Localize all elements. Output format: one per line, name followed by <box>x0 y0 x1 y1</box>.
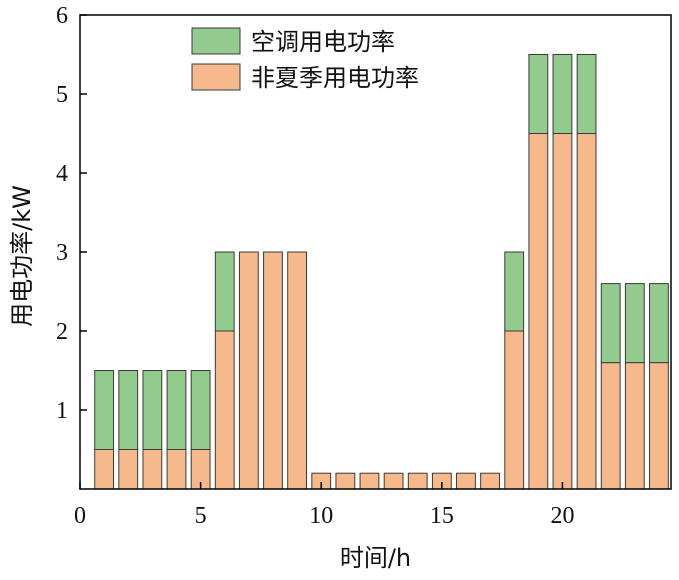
y-tick-label: 5 <box>56 82 68 108</box>
bar-segment-ac-h5 <box>190 370 211 450</box>
bar-segment-ac-h1 <box>94 370 115 450</box>
y-tick-label: 3 <box>56 240 68 266</box>
bar-segment-ac-h22 <box>600 283 621 364</box>
bar-segment-base-h13 <box>383 472 404 490</box>
bar-segment-base-h6 <box>214 330 235 490</box>
bar-segment-ac-h2 <box>118 370 139 450</box>
bar-segment-base-h9 <box>287 251 308 490</box>
bar-segment-base-h8 <box>263 251 283 490</box>
bar-segment-ac-h6 <box>214 251 235 332</box>
y-tick-label: 6 <box>56 3 68 29</box>
bar-segment-ac-h3 <box>142 370 163 450</box>
bar-segment-base-h3 <box>142 449 163 490</box>
bar-segment-ac-h21 <box>576 54 597 134</box>
x-axis-label: 时间/h <box>340 544 411 572</box>
legend-swatch <box>191 27 241 55</box>
bar-segment-ac-h19 <box>528 54 549 134</box>
bar-segment-base-h12 <box>359 472 380 490</box>
y-tick-label: 1 <box>56 398 68 424</box>
x-tick-label: 0 <box>74 503 86 529</box>
bar-segment-base-h2 <box>118 449 139 490</box>
bar-segment-base-h7 <box>238 251 259 490</box>
bar-segment-ac-h20 <box>552 54 573 134</box>
x-tick-label: 15 <box>430 503 454 529</box>
bar-segment-base-h22 <box>600 362 621 490</box>
x-tick-label: 10 <box>309 503 333 529</box>
legend-swatch <box>191 63 241 91</box>
bars-layer <box>94 54 669 490</box>
legend-label: 空调用电功率 <box>251 28 395 56</box>
bar-segment-base-h23 <box>624 362 645 490</box>
bar-segment-base-h21 <box>576 133 597 490</box>
y-axis-label: 用电功率/kW <box>8 185 36 327</box>
x-tick-label: 5 <box>195 503 207 529</box>
bar-segment-ac-h24 <box>649 283 669 364</box>
y-tick-label: 4 <box>56 161 68 187</box>
bar-segment-base-h11 <box>335 472 356 490</box>
bar-segment-base-h4 <box>166 449 187 490</box>
bar-segment-ac-h18 <box>504 251 525 332</box>
bar-segment-base-h20 <box>552 133 573 490</box>
bar-segment-ac-h23 <box>624 283 645 364</box>
bar-segment-ac-h4 <box>166 370 187 450</box>
bar-segment-base-h19 <box>528 133 549 490</box>
ticks-layer: 1 2 3 4 5 6 0 5 10 15 20 <box>56 3 574 529</box>
bar-segment-base-h18 <box>504 330 525 490</box>
legend-label: 非夏季用电功率 <box>251 64 419 92</box>
bar-segment-base-h14 <box>407 472 428 490</box>
x-tick-label: 20 <box>550 503 574 529</box>
bar-segment-base-h24 <box>649 362 669 490</box>
y-tick-label: 2 <box>56 319 68 345</box>
bar-segment-base-h1 <box>94 449 115 490</box>
bar-segment-base-h16 <box>456 472 476 490</box>
bar-segment-base-h17 <box>480 472 500 490</box>
